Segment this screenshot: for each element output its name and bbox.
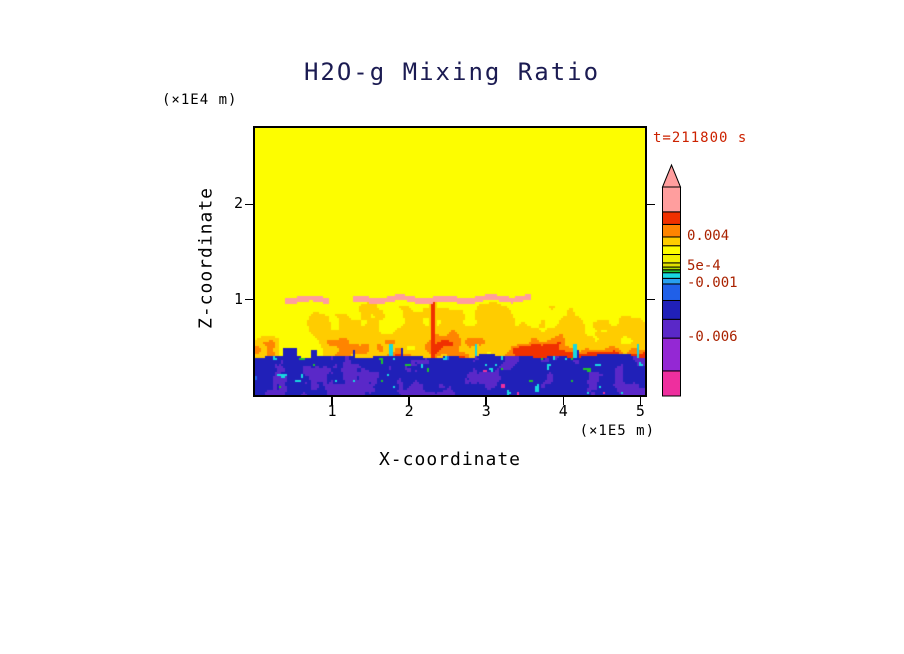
colorbar-tick-label: 5e-4	[687, 258, 721, 275]
x-tick-label: 1	[327, 402, 337, 420]
time-label: t=211800 s	[653, 130, 748, 146]
colorbar-tick-label: -0.001	[687, 274, 738, 291]
colorbar	[661, 163, 682, 397]
heatmap-canvas	[255, 128, 645, 395]
y-axis-label: Z-coordinate	[195, 186, 217, 330]
colorbar-tick-label: 0.004	[687, 227, 730, 244]
plot-frame	[253, 126, 647, 397]
y-tick-label: 2	[233, 194, 243, 213]
x-tick-mark	[485, 397, 487, 405]
x-tick-label: 2	[404, 402, 414, 420]
x-tick-label: 4	[558, 402, 568, 420]
chart-title: H2O-g Mixing Ratio	[303, 58, 601, 86]
y-tick-mark-right	[647, 203, 655, 206]
y-tick-mark-left	[245, 203, 253, 206]
x-tick-mark	[331, 397, 333, 405]
y-tick-label: 1	[233, 289, 243, 308]
x-axis-unit: (×1E5 m)	[579, 423, 655, 439]
x-tick-mark	[639, 397, 642, 405]
x-axis-label: X-coordinate	[378, 449, 522, 470]
colorbar-tick-label: -0.006	[687, 329, 738, 346]
y-axis-unit: (×1E4 m)	[162, 92, 238, 108]
x-tick-mark	[408, 397, 410, 405]
x-tick-label: 3	[481, 402, 491, 420]
x-tick-mark	[562, 397, 565, 405]
y-tick-mark-right	[647, 298, 655, 301]
x-tick-label: 5	[635, 402, 645, 420]
y-tick-mark-left	[245, 298, 253, 301]
